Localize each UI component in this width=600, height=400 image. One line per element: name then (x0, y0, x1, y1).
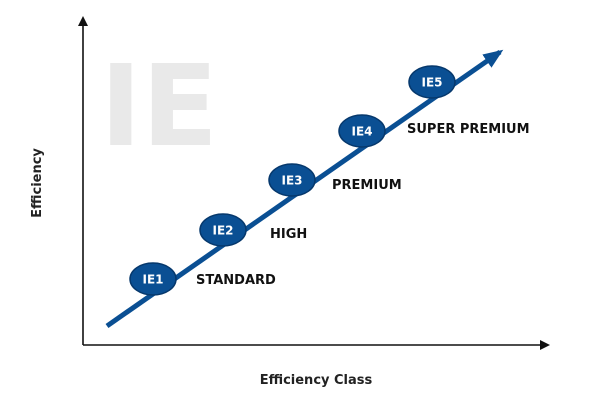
watermark-text: IE (100, 42, 218, 172)
class-node-ellipse (268, 163, 316, 197)
class-node-ie5: IE5 (408, 65, 456, 99)
class-node-ellipse (129, 262, 177, 296)
class-name-label: HIGH (270, 227, 307, 242)
y-axis-title: Efficiency (30, 148, 45, 218)
class-node-ie4: IE4 (338, 114, 386, 148)
class-node-ellipse (338, 114, 386, 148)
class-node-ie1: IE1 (129, 262, 177, 296)
x-axis-title: Efficiency Class (260, 373, 373, 388)
class-code-label: IE4 (351, 125, 372, 139)
class-code-label: IE3 (281, 174, 302, 188)
class-name-label: PREMIUM (332, 178, 402, 193)
class-node-ellipse (408, 65, 456, 99)
class-name-label: STANDARD (196, 273, 276, 288)
class-code-label: IE5 (421, 76, 442, 90)
class-node-ie2: IE2 (199, 213, 247, 247)
class-code-label: IE1 (142, 273, 163, 287)
class-node-ellipse (199, 213, 247, 247)
class-code-label: IE2 (212, 224, 233, 238)
class-node-ie3: IE3 (268, 163, 316, 197)
class-name-label: SUPER PREMIUM (407, 122, 530, 137)
